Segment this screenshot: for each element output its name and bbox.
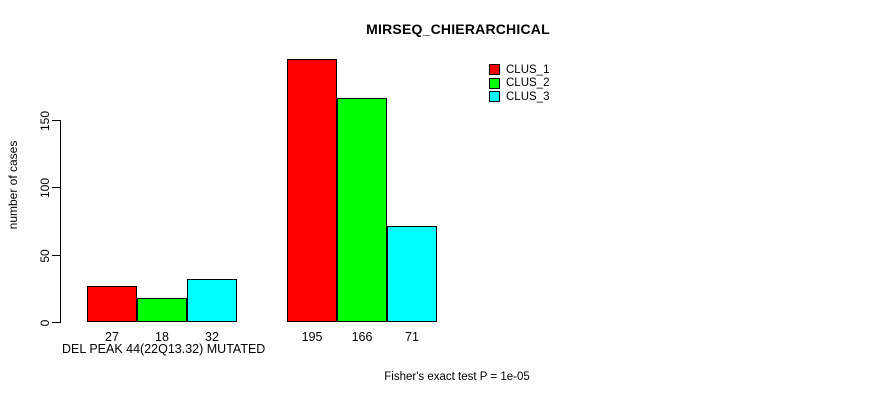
y-axis-tick — [52, 255, 60, 256]
legend-label-clus-2: CLUS_2 — [506, 77, 550, 90]
legend-swatch-clus-1 — [489, 64, 500, 76]
bar-value-label: 71 — [405, 330, 419, 344]
bar-value-label: 27 — [105, 330, 119, 344]
bar-value-label: 32 — [205, 330, 219, 344]
y-axis-tick — [52, 187, 60, 188]
y-axis-tick-label: 150 — [38, 110, 52, 131]
bar-value-label: 195 — [301, 330, 323, 344]
bar-clus_1-group1 — [87, 286, 137, 322]
x-axis-label: DEL PEAK 44(22Q13.32) MUTATED — [62, 342, 266, 356]
bar-clus_3-group2 — [387, 226, 437, 322]
bar-clus_2-group1 — [137, 298, 187, 322]
chart-title: MIRSEQ_CHIERARCHICAL — [366, 21, 550, 37]
legend-item-clus-1: CLUS_1 — [489, 63, 549, 77]
legend-label-clus-1: CLUS_1 — [506, 63, 550, 76]
legend-item-clus-3: CLUS_3 — [489, 90, 549, 104]
legend-label-clus-3: CLUS_3 — [506, 90, 550, 103]
bar-clus_2-group2 — [337, 98, 387, 322]
bar-value-label: 166 — [351, 330, 373, 344]
y-axis-label: number of cases — [6, 140, 20, 230]
legend-swatch-clus-2 — [489, 77, 500, 89]
y-axis-tick — [52, 120, 60, 121]
y-axis-tick-label: 0 — [38, 319, 52, 326]
fisher-test-note: Fisher's exact test P = 1e-05 — [384, 371, 530, 383]
legend-swatch-clus-3 — [489, 91, 500, 103]
bar-value-label: 18 — [155, 330, 169, 344]
legend-item-clus-2: CLUS_2 — [489, 77, 549, 91]
legend: CLUS_1 CLUS_2 CLUS_3 — [489, 63, 549, 104]
y-axis-line — [60, 120, 61, 323]
y-axis-tick-label: 50 — [38, 248, 52, 263]
y-axis-tick-label: 100 — [38, 177, 52, 198]
bar-clus_3-group1 — [187, 279, 237, 322]
bar-clus_1-group2 — [287, 59, 337, 322]
y-axis-tick — [52, 322, 60, 323]
